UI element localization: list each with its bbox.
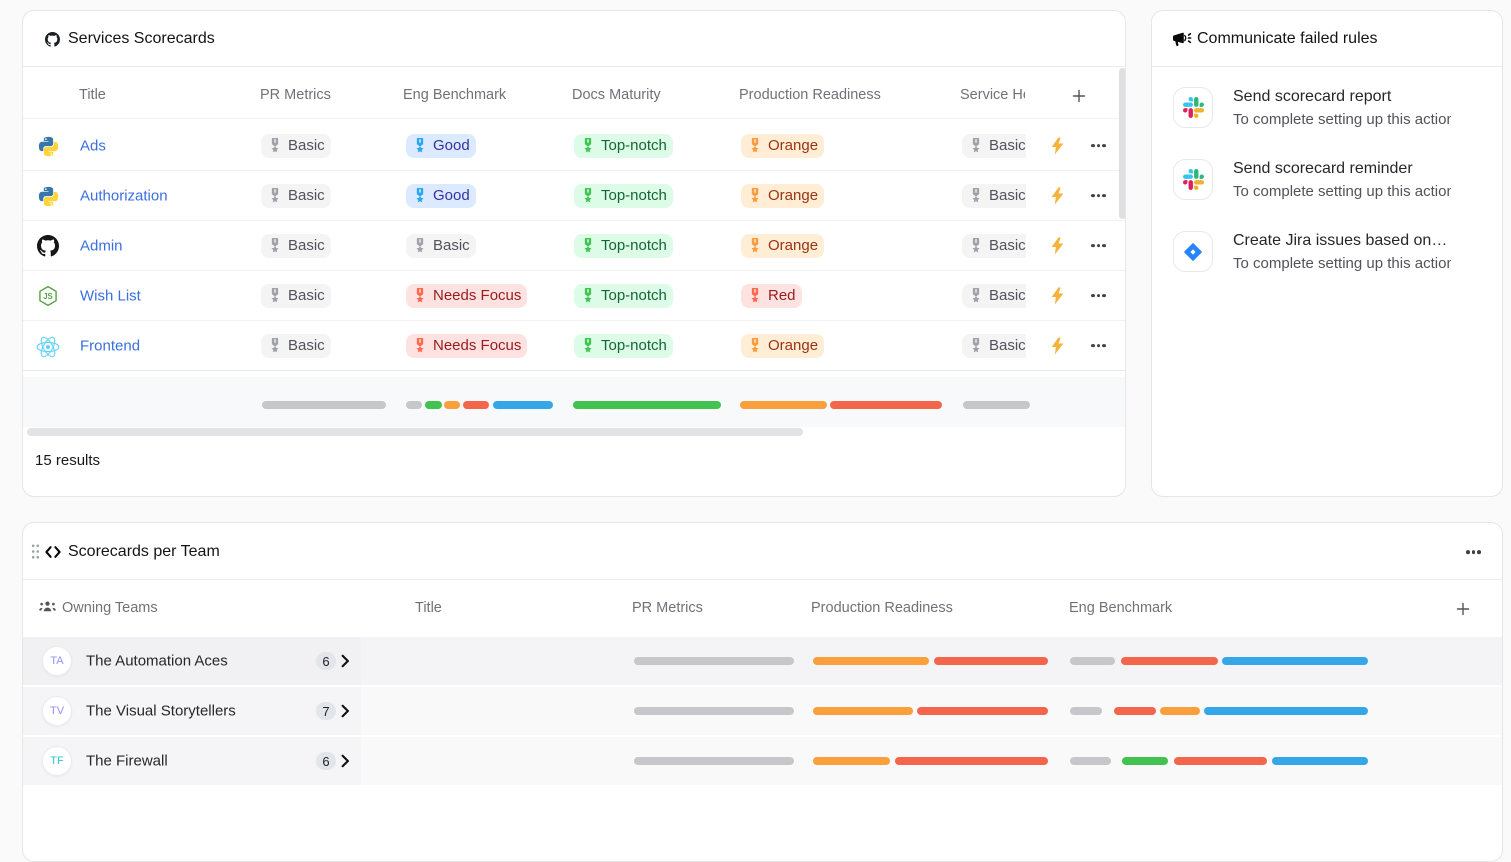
svg-text:JS: JS [43,292,53,301]
